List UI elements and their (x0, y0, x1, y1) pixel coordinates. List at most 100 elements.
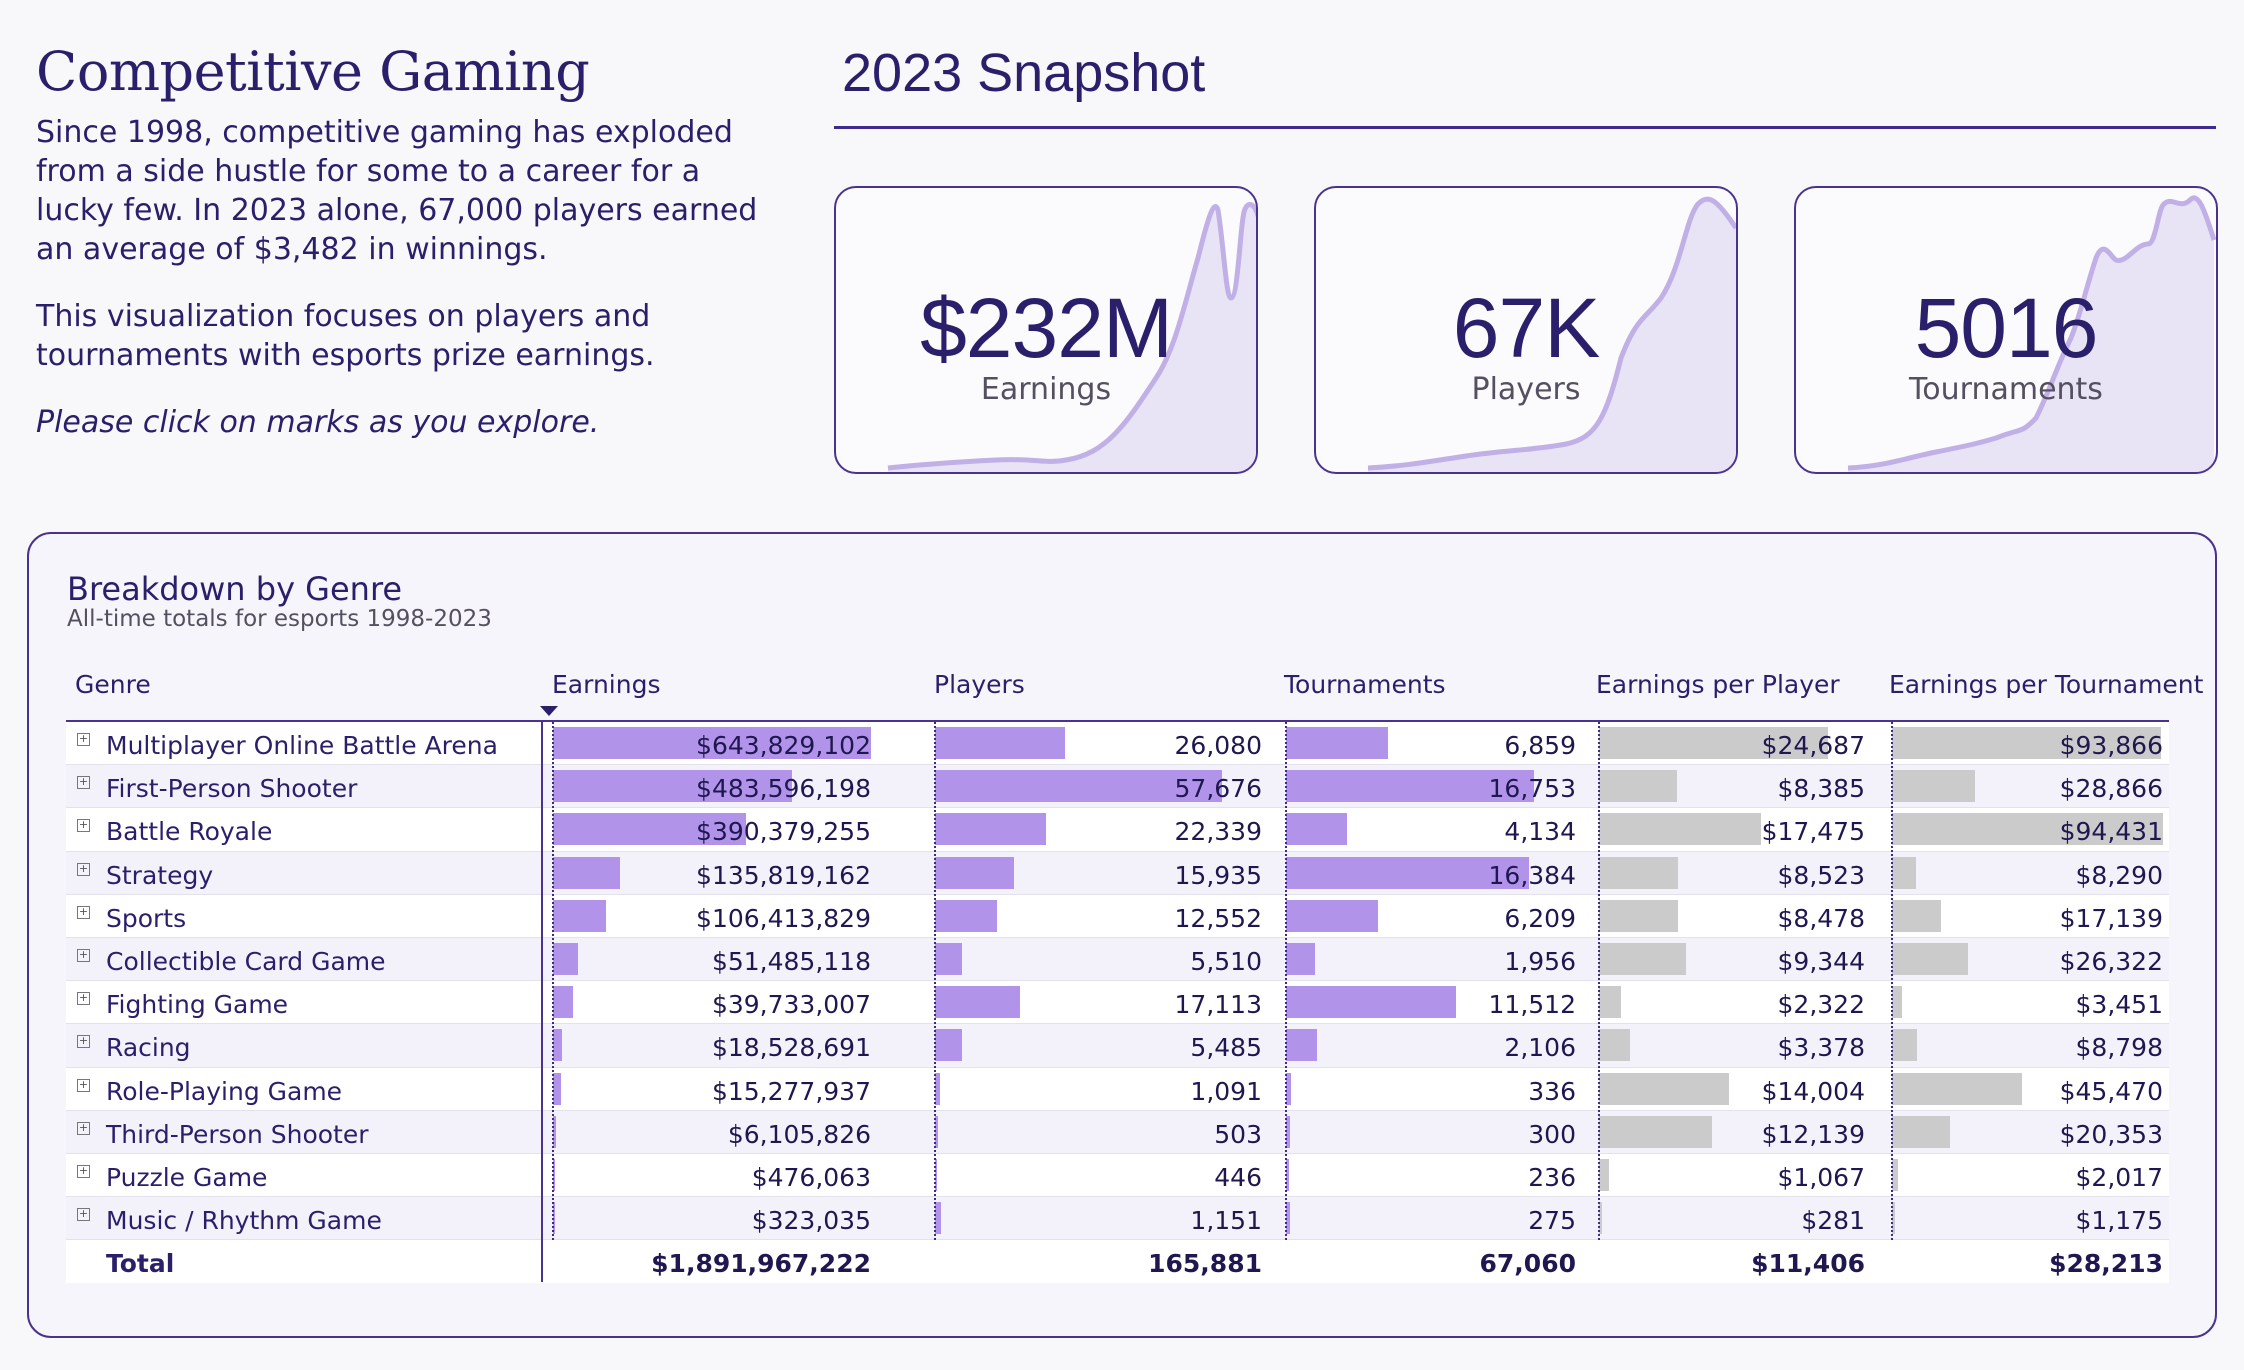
earnings-bar[interactable] (553, 813, 746, 846)
players-bar[interactable] (935, 942, 963, 975)
earnings-bar[interactable] (553, 770, 792, 803)
tournaments-bar[interactable] (1286, 813, 1348, 846)
tournaments-cell[interactable]: 6,859 (1286, 722, 1576, 765)
tournaments-bar[interactable] (1286, 942, 1315, 975)
players-cell[interactable]: 503 (935, 1111, 1262, 1154)
expand-icon[interactable]: + (77, 1077, 90, 1092)
players-cell[interactable]: 17,113 (935, 981, 1262, 1024)
tournaments-cell[interactable]: 336 (1286, 1068, 1576, 1111)
table-row[interactable]: + Third-Person Shooter $6,105,826 503 300 $12… (66, 1110, 2169, 1154)
tournaments-cell[interactable]: 4,134 (1286, 808, 1576, 851)
players-cell[interactable]: 22,339 (935, 808, 1262, 851)
epp-bar[interactable] (1599, 899, 1678, 932)
tournaments-bar[interactable] (1286, 1115, 1291, 1148)
expand-icon[interactable]: + (77, 1207, 90, 1222)
expand-icon[interactable]: + (77, 775, 90, 790)
epp-cell[interactable]: $8,478 (1599, 895, 1865, 938)
players-bar[interactable] (935, 1158, 938, 1191)
tournaments-bar[interactable] (1286, 1072, 1291, 1105)
players-bar[interactable] (935, 856, 1015, 889)
expand-icon[interactable]: + (77, 904, 90, 919)
players-cell[interactable]: 26,080 (935, 722, 1262, 765)
tournaments-cell[interactable]: 236 (1286, 1154, 1576, 1197)
expand-icon[interactable]: + (77, 1034, 90, 1049)
epp-bar[interactable] (1599, 1072, 1729, 1105)
epp-cell[interactable]: $3,378 (1599, 1024, 1865, 1067)
column-header-tournaments[interactable]: Tournaments (1284, 670, 1446, 699)
players-cell[interactable]: 1,151 (935, 1197, 1262, 1240)
epp-bar[interactable] (1599, 813, 1762, 846)
expand-icon[interactable]: + (77, 947, 90, 962)
table-row[interactable]: + Racing $18,528,691 5,485 2,106 $3,378 $8,798 (66, 1024, 2169, 1068)
players-cell[interactable]: 5,485 (935, 1024, 1262, 1067)
tournaments-bar[interactable] (1286, 1202, 1291, 1235)
table-row[interactable]: + Strategy $135,819,162 15,935 16,384 $8,523 $… (66, 851, 2169, 895)
ept-cell[interactable]: $2,017 (1892, 1154, 2163, 1197)
tournaments-cell[interactable]: 6,209 (1286, 895, 1576, 938)
epp-bar[interactable] (1599, 1202, 1602, 1235)
earnings-bar[interactable] (553, 1029, 563, 1062)
earnings-cell[interactable]: $18,528,691 (553, 1024, 871, 1067)
epp-bar[interactable] (1599, 986, 1621, 1019)
table-row[interactable]: + Role-Playing Game $15,277,937 1,091 336 $14… (66, 1067, 2169, 1111)
players-bar[interactable] (935, 1072, 941, 1105)
players-bar[interactable] (935, 727, 1065, 759)
ept-bar[interactable] (1892, 1115, 1951, 1148)
players-cell[interactable]: 57,676 (935, 765, 1262, 808)
earnings-bar[interactable] (553, 1115, 557, 1148)
earnings-cell[interactable]: $483,596,198 (553, 765, 871, 808)
ept-bar[interactable] (1892, 727, 2162, 759)
players-bar[interactable] (935, 1115, 938, 1148)
epp-cell[interactable]: $1,067 (1599, 1154, 1865, 1197)
players-cell[interactable]: 446 (935, 1154, 1262, 1197)
expand-icon[interactable]: + (77, 1163, 90, 1178)
epp-cell[interactable]: $24,687 (1599, 722, 1865, 765)
tournaments-bar[interactable] (1286, 986, 1457, 1019)
ept-cell[interactable]: $94,431 (1892, 808, 2163, 851)
players-bar[interactable] (935, 899, 998, 932)
tournaments-bar[interactable] (1286, 770, 1534, 803)
expand-icon[interactable]: + (77, 732, 90, 746)
epp-cell[interactable]: $8,385 (1599, 765, 1865, 808)
ept-bar[interactable] (1892, 986, 1902, 1019)
epp-cell[interactable]: $17,475 (1599, 808, 1865, 851)
sort-descending-icon[interactable] (540, 706, 558, 716)
tournaments-bar[interactable] (1286, 1158, 1290, 1191)
earnings-bar[interactable] (553, 1202, 555, 1235)
tournaments-cell[interactable]: 275 (1286, 1197, 1576, 1240)
ept-cell[interactable]: $20,353 (1892, 1111, 2163, 1154)
earnings-cell[interactable]: $390,379,255 (553, 808, 871, 851)
epp-cell[interactable]: $14,004 (1599, 1068, 1865, 1111)
epp-cell[interactable]: $12,139 (1599, 1111, 1865, 1154)
players-cell[interactable]: 5,510 (935, 938, 1262, 981)
epp-bar[interactable] (1599, 942, 1686, 975)
ept-cell[interactable]: $1,175 (1892, 1197, 2163, 1240)
tournaments-cell[interactable]: 300 (1286, 1111, 1576, 1154)
ept-cell[interactable]: $3,451 (1892, 981, 2163, 1024)
epp-cell[interactable]: $9,344 (1599, 938, 1865, 981)
epp-bar[interactable] (1599, 856, 1679, 889)
ept-bar[interactable] (1892, 770, 1975, 803)
kpi-card-tournaments[interactable]: 5016 Tournaments (1794, 186, 2218, 474)
ept-cell[interactable]: $45,470 (1892, 1068, 2163, 1111)
players-bar[interactable] (935, 986, 1021, 1019)
epp-cell[interactable]: $8,523 (1599, 852, 1865, 895)
epp-cell[interactable]: $281 (1599, 1197, 1865, 1240)
players-bar[interactable] (935, 813, 1047, 846)
earnings-cell[interactable]: $643,829,102 (553, 722, 871, 765)
earnings-cell[interactable]: $106,413,829 (553, 895, 871, 938)
earnings-cell[interactable]: $15,277,937 (553, 1068, 871, 1111)
expand-icon[interactable]: + (77, 861, 90, 876)
tournaments-cell[interactable]: 16,753 (1286, 765, 1576, 808)
earnings-cell[interactable]: $6,105,826 (553, 1111, 871, 1154)
column-header-players[interactable]: Players (934, 670, 1025, 699)
column-header-earnings-per-player[interactable]: Earnings per Player (1596, 670, 1840, 699)
epp-bar[interactable] (1599, 727, 1828, 759)
ept-cell[interactable]: $8,798 (1892, 1024, 2163, 1067)
players-bar[interactable] (935, 1029, 963, 1062)
table-row[interactable]: + Puzzle Game $476,063 446 236 $1,067 $2,017 (66, 1153, 2169, 1198)
kpi-card-players[interactable]: 67K Players (1314, 186, 1738, 474)
earnings-cell[interactable]: $51,485,118 (553, 938, 871, 981)
earnings-cell[interactable]: $476,063 (553, 1154, 871, 1197)
table-row[interactable]: + Fighting Game $39,733,007 17,113 11,512 $2,… (66, 981, 2169, 1025)
